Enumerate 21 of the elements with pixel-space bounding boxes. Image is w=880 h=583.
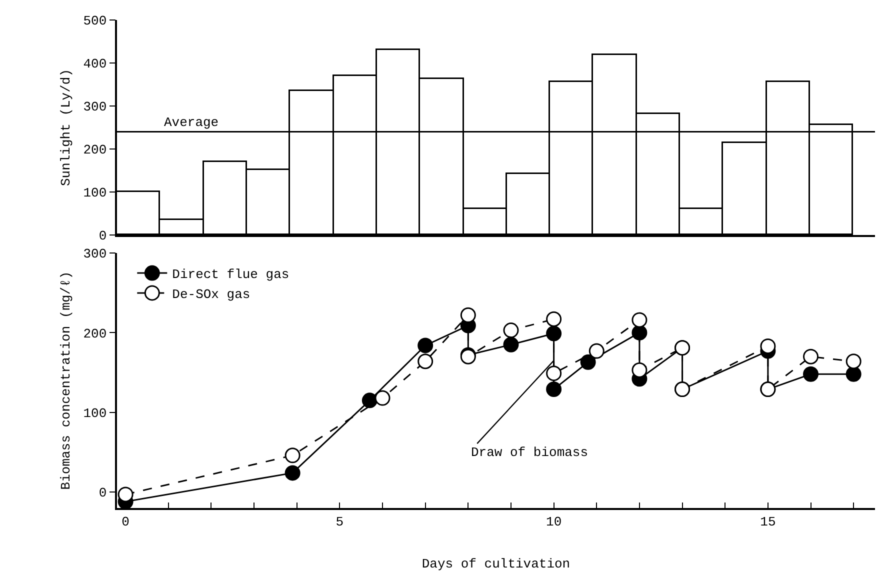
- x-tick-label: 15: [760, 514, 776, 530]
- y-axis-title: Sunlight (Ly/d): [58, 68, 74, 186]
- y-axis-title: Biomass concentration (mg/ℓ): [58, 271, 74, 490]
- y-tick-label: 0: [98, 486, 107, 501]
- y-tick-label: 100: [83, 186, 107, 201]
- annotation: Draw of biomass: [471, 445, 588, 460]
- legend-label: De-SOx gas: [172, 287, 250, 302]
- y-tick-label: 200: [83, 326, 107, 342]
- y-tick-label: 100: [83, 406, 107, 421]
- x-tick-label: 5: [336, 514, 344, 530]
- y-tick-label: 0: [98, 228, 107, 244]
- ref-line-label: Average: [164, 115, 219, 130]
- y-tick-label: 500: [83, 14, 107, 29]
- x-axis-title: Days of cultivation: [422, 556, 570, 572]
- y-tick-label: 300: [83, 246, 107, 262]
- y-tick-label: 300: [83, 100, 107, 115]
- y-tick-label: 400: [83, 56, 107, 72]
- x-tick-label: 0: [122, 514, 130, 530]
- legend-label: Direct flue gas: [172, 267, 290, 282]
- y-tick-label: 200: [83, 142, 107, 158]
- x-tick-label: 10: [546, 514, 562, 530]
